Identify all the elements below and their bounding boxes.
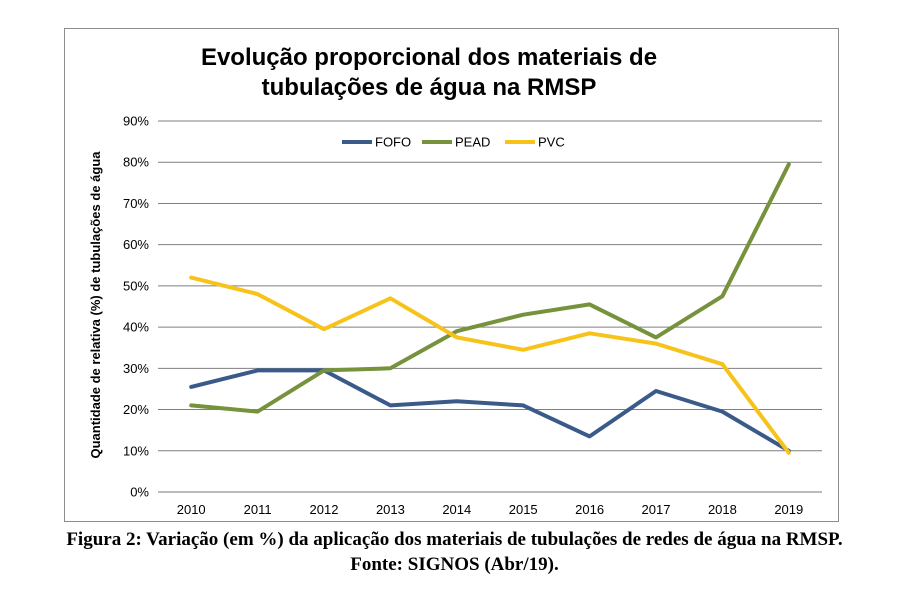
y-tick-labels: 0% 10% 20% 30% 40% 50% 60% 70% 80% 90% xyxy=(123,114,149,500)
figure-caption: Figura 2: Variação (em %) da aplicação d… xyxy=(0,527,909,577)
y-tick-label: 70% xyxy=(123,196,149,211)
series-line-fofo xyxy=(189,368,791,453)
series-line-pead xyxy=(189,162,791,414)
series-lines xyxy=(189,162,791,455)
caption-line-1: Figura 2: Variação (em %) da aplicação d… xyxy=(66,529,843,550)
x-tick-label: 2016 xyxy=(575,502,604,517)
y-tick-label: 10% xyxy=(123,443,149,458)
y-tick-label: 30% xyxy=(123,361,149,376)
legend-item-pvc: PVC xyxy=(505,135,565,150)
x-tick-label: 2012 xyxy=(310,502,339,517)
y-tick-label: 80% xyxy=(123,155,149,170)
x-tick-label: 2011 xyxy=(244,502,272,517)
x-tick-label: 2018 xyxy=(708,502,737,517)
legend-item-fofo: FOFO xyxy=(342,135,411,150)
gridlines xyxy=(158,120,822,493)
legend: FOFO PEAD PVC xyxy=(342,135,565,150)
x-tick-labels: 2010 2011 2012 2013 2014 2015 2016 2017 2018 2019 xyxy=(177,502,804,517)
x-tick-label: 2013 xyxy=(376,502,405,517)
chart-title-line-1: Evolução proporcional dos materiais de xyxy=(201,44,657,71)
legend-label: FOFO xyxy=(375,135,411,150)
legend-label: PVC xyxy=(538,135,565,150)
legend-item-pead: PEAD xyxy=(422,135,490,150)
y-tick-label: 40% xyxy=(123,320,149,335)
chart-frame: Evolução proporcional dos materiais de t… xyxy=(64,28,839,522)
legend-label: PEAD xyxy=(455,135,490,150)
y-tick-label: 90% xyxy=(123,114,149,129)
chart-title-line-2: tubulações de água na RMSP xyxy=(262,74,597,101)
y-tick-label: 0% xyxy=(130,485,149,500)
x-tick-label: 2010 xyxy=(177,502,206,517)
x-tick-label: 2019 xyxy=(774,502,803,517)
series-line-pvc xyxy=(189,275,791,455)
x-tick-label: 2015 xyxy=(509,502,538,517)
y-tick-label: 50% xyxy=(123,278,149,293)
y-tick-label: 60% xyxy=(123,237,149,252)
y-tick-label: 20% xyxy=(123,402,149,417)
y-axis-label: Quantidade de relativa (%) de tubulações… xyxy=(88,151,103,459)
caption-line-2: Fonte: SIGNOS (Abr/19). xyxy=(350,554,559,575)
line-chart: Evolução proporcional dos materiais de t… xyxy=(88,44,822,517)
x-tick-label: 2017 xyxy=(642,502,671,517)
x-tick-label: 2014 xyxy=(442,502,471,517)
